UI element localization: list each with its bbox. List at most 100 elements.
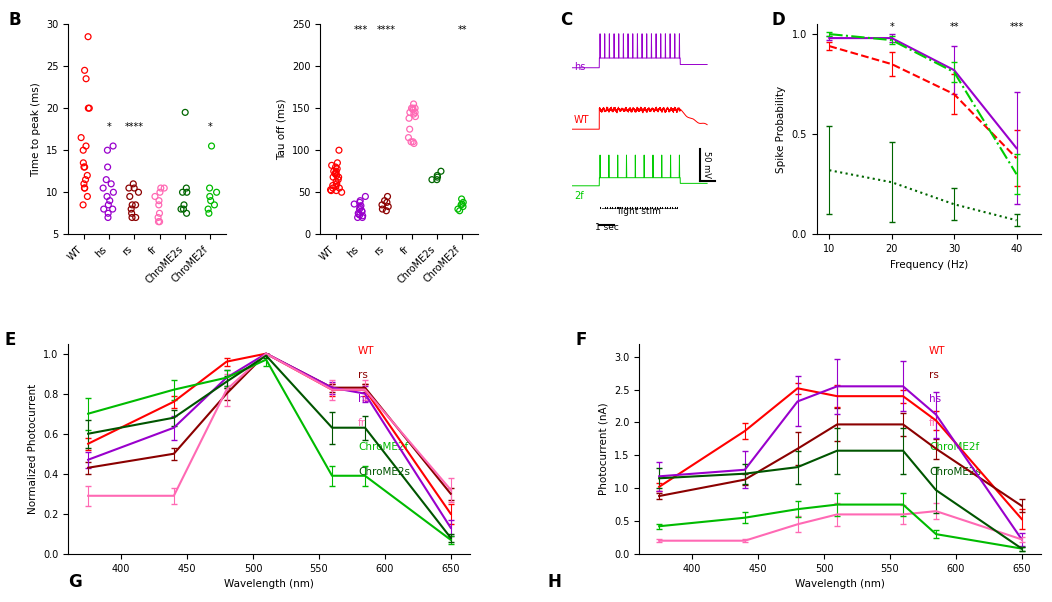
Point	[328, 179, 345, 188]
Text: H: H	[547, 573, 561, 591]
Point	[127, 200, 144, 209]
Text: ChroME2s: ChroME2s	[358, 467, 410, 477]
Point	[77, 175, 94, 184]
Point	[327, 169, 344, 179]
Point	[95, 183, 112, 193]
Point	[201, 183, 218, 193]
Point	[403, 137, 420, 147]
Text: WT: WT	[573, 115, 589, 125]
Point	[151, 217, 168, 226]
Text: 50 mV: 50 mV	[702, 151, 711, 178]
Point	[402, 108, 419, 117]
Point	[454, 202, 471, 211]
Point	[99, 191, 116, 201]
Point	[327, 162, 344, 172]
Y-axis label: Spike Probability: Spike Probability	[776, 85, 786, 173]
Point	[400, 133, 417, 143]
Point	[328, 166, 345, 176]
Point	[175, 187, 191, 197]
Point	[424, 175, 441, 184]
Point	[80, 104, 97, 113]
Point	[451, 206, 468, 216]
Text: light stim: light stim	[619, 207, 661, 216]
Point	[126, 183, 143, 193]
Point	[78, 141, 95, 151]
Text: hs: hs	[929, 394, 942, 404]
Point	[329, 158, 346, 167]
Point	[325, 172, 342, 182]
Text: ChroME2f: ChroME2f	[929, 442, 979, 453]
Point	[407, 108, 424, 117]
Text: *: *	[889, 22, 894, 32]
Point	[73, 133, 89, 143]
Point	[149, 213, 166, 222]
Point	[378, 206, 394, 216]
Text: ***: ***	[353, 25, 368, 35]
Point	[146, 191, 163, 201]
Point	[405, 137, 422, 147]
Point	[150, 217, 167, 226]
Point	[432, 166, 449, 176]
Point	[100, 208, 117, 218]
Point	[176, 200, 193, 209]
Point	[331, 183, 348, 193]
Point	[349, 213, 366, 222]
Y-axis label: Time to peak (ms): Time to peak (ms)	[31, 82, 41, 176]
Text: ****: ****	[125, 122, 144, 132]
Point	[401, 125, 418, 134]
Point	[327, 168, 344, 178]
Point	[125, 179, 142, 188]
Point	[127, 213, 144, 222]
Point	[403, 104, 420, 113]
Point	[202, 196, 219, 205]
Text: ****: ****	[377, 25, 396, 35]
Point	[407, 112, 424, 122]
Point	[76, 183, 93, 193]
Point	[104, 141, 121, 151]
Text: hs: hs	[358, 394, 370, 404]
Point	[121, 191, 138, 201]
Text: 1 sec: 1 sec	[594, 223, 619, 232]
Y-axis label: Tau off (ms): Tau off (ms)	[277, 99, 286, 160]
Point	[353, 206, 370, 216]
Point	[77, 183, 94, 193]
Point	[357, 191, 373, 201]
Point	[99, 146, 116, 155]
Text: *: *	[106, 122, 112, 132]
Point	[330, 172, 347, 182]
Point	[353, 213, 370, 222]
Y-axis label: Normalized Photocurrent: Normalized Photocurrent	[27, 383, 38, 514]
Point	[200, 204, 217, 214]
Point	[173, 204, 189, 214]
Text: hs: hs	[573, 62, 585, 72]
Point	[351, 210, 368, 220]
Text: fr: fr	[358, 418, 366, 428]
Point	[124, 200, 141, 209]
Point	[203, 141, 220, 151]
Point	[156, 183, 173, 193]
Point	[330, 146, 347, 155]
Point	[352, 201, 369, 211]
Point	[405, 109, 422, 119]
Point	[175, 204, 191, 214]
Point	[350, 208, 367, 218]
Point	[333, 187, 350, 197]
Point	[429, 170, 446, 180]
Point	[323, 161, 340, 170]
Text: ***: ***	[1010, 22, 1024, 32]
Point	[377, 196, 393, 205]
Point	[100, 213, 117, 222]
Point	[453, 194, 470, 204]
Point	[178, 183, 195, 193]
Point	[380, 202, 397, 211]
Point	[103, 179, 120, 188]
Text: B: B	[8, 11, 21, 29]
Text: D: D	[772, 11, 786, 29]
Point	[96, 204, 113, 214]
Point	[454, 197, 471, 207]
Point	[208, 187, 225, 197]
Text: C: C	[561, 11, 572, 29]
Text: ChroME2s: ChroME2s	[929, 467, 980, 477]
Point	[123, 208, 140, 218]
Point	[123, 204, 140, 214]
